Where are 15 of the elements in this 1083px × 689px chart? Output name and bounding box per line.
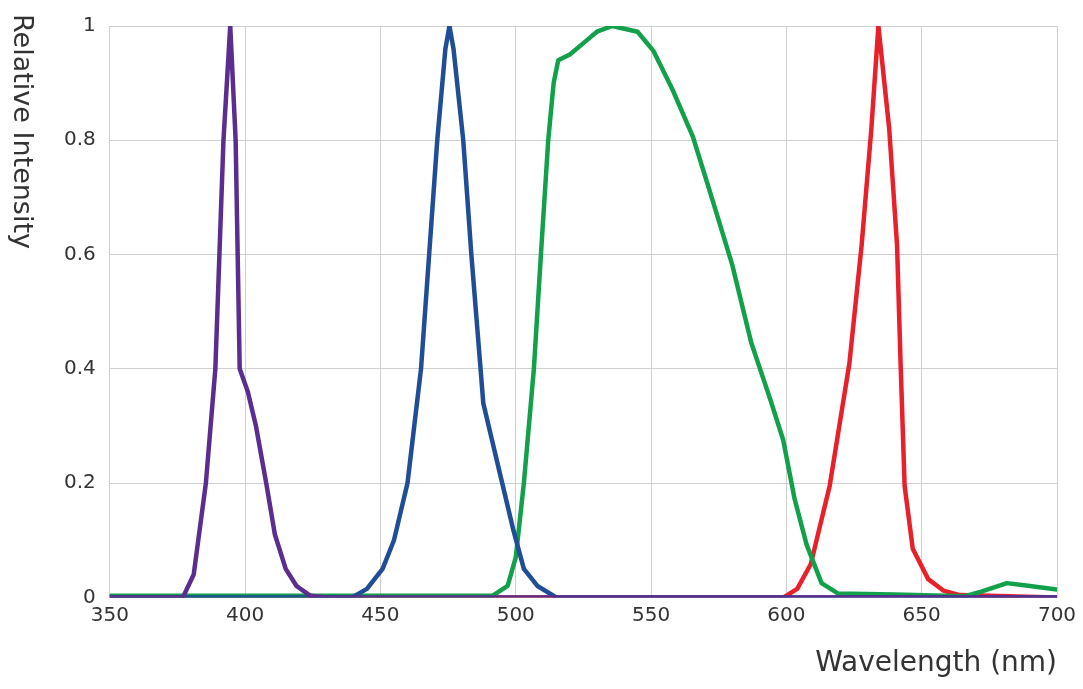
x-tick-label: 600 xyxy=(767,601,806,626)
x-tick-label: 400 xyxy=(226,601,265,626)
y-tick-label: 0 xyxy=(83,583,96,608)
x-tick-label: 550 xyxy=(631,601,671,626)
y-tick-label: 0.6 xyxy=(63,240,96,265)
y-tick-label: 0.8 xyxy=(63,126,96,151)
x-tick-label: 650 xyxy=(902,601,941,626)
x-tick-label: 450 xyxy=(361,601,400,626)
x-tick-label: 700 xyxy=(1037,601,1077,626)
x-tick-label: 500 xyxy=(496,601,535,626)
x-axis-title: Wavelength (nm) xyxy=(815,645,1057,679)
y-tick-label: 0.2 xyxy=(63,469,96,494)
y-tick-label: 0.4 xyxy=(63,355,96,380)
y-tick-label: 1 xyxy=(83,12,96,37)
y-axis-title: Relative Intensity xyxy=(8,14,39,251)
